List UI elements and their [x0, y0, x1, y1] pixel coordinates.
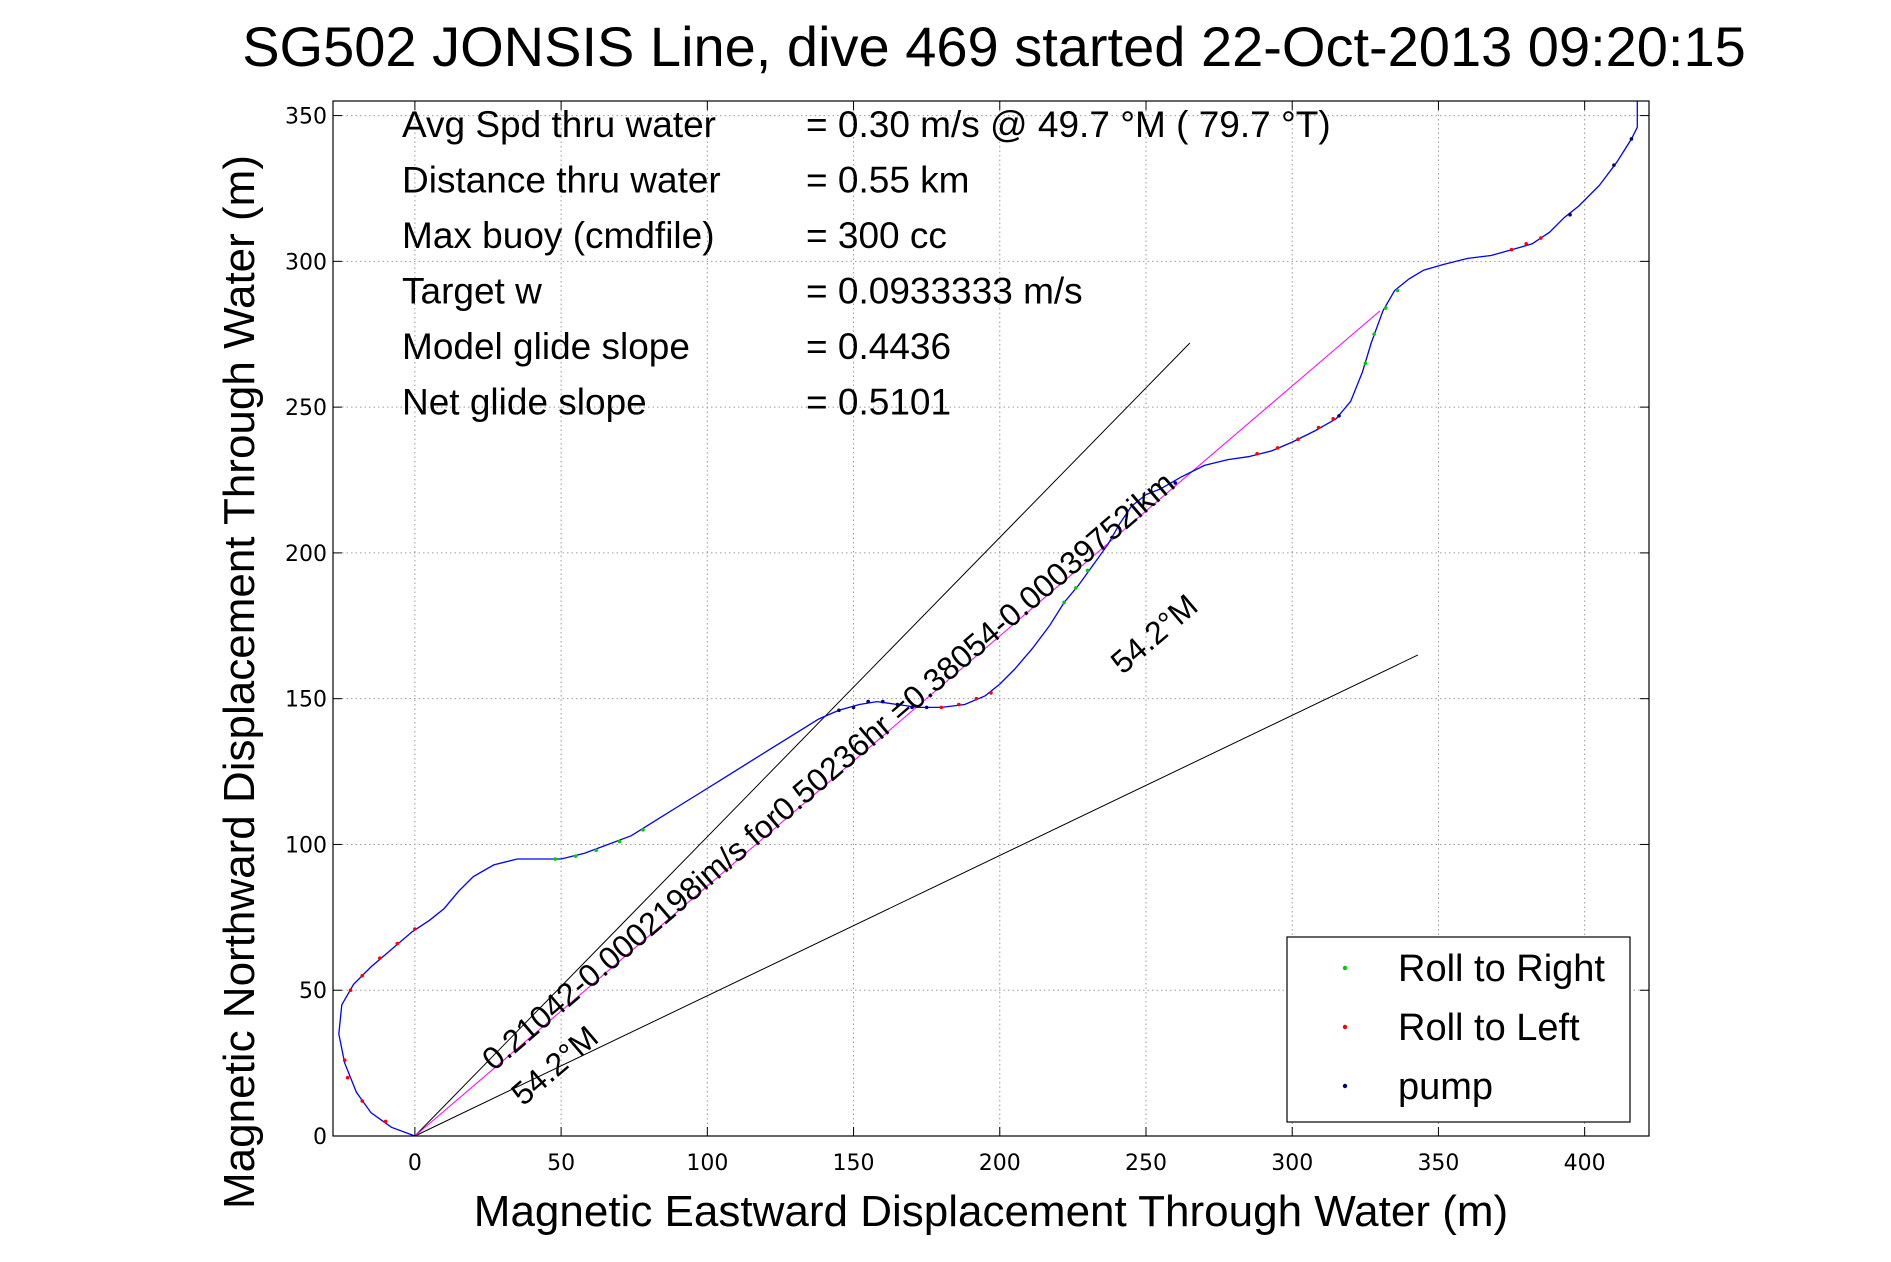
- info-value: = 0.30 m/s @ 49.7 °M ( 79.7 °T): [806, 104, 1331, 145]
- roll-left-point: [348, 988, 353, 993]
- roll-left-point: [957, 702, 961, 707]
- roll-right-point: [594, 848, 598, 853]
- roll-left-point: [383, 1119, 388, 1124]
- roll-left-point: [1524, 242, 1528, 246]
- legend: Roll to Right Roll to Left pump: [1286, 936, 1631, 1123]
- roll-right-point: [617, 839, 622, 844]
- roll-right-point: [1074, 586, 1078, 590]
- reference-line: [414, 342, 1191, 1137]
- roll-right-point: [1395, 288, 1400, 293]
- info-label: Distance thru water: [402, 160, 721, 201]
- info-label: Target w: [402, 271, 542, 312]
- roll-right-point: [553, 857, 558, 861]
- roll-left-point: [1275, 446, 1280, 450]
- pump-point: [1173, 481, 1178, 485]
- y-tick-label: 250: [285, 396, 327, 421]
- y-tick-label: 50: [299, 979, 327, 1004]
- roll-left-point: [1316, 425, 1321, 430]
- x-tick-label: 400: [1564, 1151, 1606, 1176]
- y-axis-label: Magnetic Northward Displacement Through …: [215, 155, 264, 1209]
- plot-frame: [332, 100, 1650, 1137]
- info-label: Model glide slope: [402, 326, 690, 367]
- pump-point: [837, 708, 841, 713]
- info-value: = 0.55 km: [806, 160, 970, 201]
- roll-left-point: [360, 973, 365, 978]
- roll-left-point: [1255, 451, 1259, 456]
- annotation-text: 0.21042-0.0002198im/s for0.50236hr =0.38…: [475, 465, 1181, 1078]
- roll-right-point: [1062, 600, 1066, 605]
- pump-point: [880, 699, 885, 704]
- roll-left-point: [342, 1058, 347, 1062]
- annotation-text: 54.2°M: [1104, 587, 1205, 681]
- legend-label: pump: [1398, 1066, 1493, 1108]
- info-block: Avg Spd thru water = 0.30 m/s @ 49.7 °M (…: [402, 104, 1331, 423]
- roll-right-point: [1384, 306, 1388, 310]
- x-tick-label: 150: [833, 1151, 875, 1176]
- markers: [342, 137, 1634, 1124]
- x-tick-label: 50: [547, 1151, 575, 1176]
- info-value: = 0.0933333 m/s: [806, 271, 1083, 312]
- pump-point: [1629, 137, 1634, 141]
- x-tick-label: 250: [1125, 1151, 1167, 1176]
- x-tick-label: 350: [1417, 1151, 1459, 1176]
- track-line: [338, 101, 1638, 1137]
- annotations: 0.21042-0.0002198im/s for0.50236hr =0.38…: [475, 465, 1204, 1113]
- info-value: = 300 cc: [806, 215, 947, 256]
- roll-left-point: [989, 691, 993, 695]
- chart-title: SG502 JONSIS Line, dive 469 started 22-O…: [242, 15, 1746, 78]
- y-tick-label: 300: [285, 250, 327, 275]
- y-tick-label: 350: [285, 105, 327, 130]
- roll-left-point: [939, 705, 944, 710]
- roll-left-point: [413, 927, 417, 931]
- x-axis-label: Magnetic Eastward Displacement Through W…: [474, 1187, 1508, 1236]
- info-label: Net glide slope: [402, 382, 647, 423]
- pump-point: [895, 702, 900, 707]
- x-tick-label: 0: [408, 1151, 422, 1176]
- reference-line: [414, 310, 1381, 1137]
- pump-point: [1568, 212, 1572, 217]
- reference-lines: [414, 310, 1419, 1137]
- x-tick-label: 200: [979, 1151, 1021, 1176]
- legend-marker: [1342, 1024, 1348, 1030]
- info-value: = 0.5101: [806, 382, 951, 423]
- roll-left-point: [1538, 236, 1543, 240]
- y-tick-label: 150: [285, 688, 327, 713]
- roll-left-point: [1296, 437, 1300, 441]
- legend-label: Roll to Right: [1398, 948, 1605, 990]
- roll-right-point: [1363, 361, 1368, 366]
- legend-marker: [1342, 1083, 1348, 1089]
- y-tick-label: 100: [285, 833, 327, 858]
- roll-right-point: [641, 828, 645, 832]
- legend-marker: [1342, 965, 1348, 971]
- roll-left-point: [345, 1075, 350, 1080]
- pump-point: [1337, 414, 1341, 418]
- pump-point: [851, 705, 856, 710]
- info-label: Max buoy (cmdfile): [402, 215, 715, 256]
- pump-point: [910, 705, 914, 710]
- roll-left-point: [377, 956, 382, 960]
- y-tick-label: 0: [313, 1125, 327, 1150]
- pump-point: [1612, 163, 1616, 167]
- pump-point: [924, 705, 929, 710]
- roll-left-point: [974, 696, 979, 701]
- roll-right-point: [1085, 568, 1090, 573]
- track: [338, 101, 1638, 1137]
- x-tick-label: 300: [1271, 1151, 1313, 1176]
- roll-left-point: [1331, 416, 1335, 421]
- info-label: Avg Spd thru water: [402, 104, 716, 145]
- reference-line: [414, 654, 1419, 1137]
- roll-left-point: [1509, 247, 1514, 252]
- roll-left-point: [395, 941, 400, 946]
- x-tick-label: 100: [686, 1151, 728, 1176]
- y-tick-label: 200: [285, 542, 327, 567]
- roll-right-point: [573, 854, 578, 858]
- pump-point: [866, 699, 870, 704]
- roll-right-point: [1372, 332, 1376, 337]
- ticks: 0 50 100 150 200 250 300 350 400 0 50 100 150 200 250 3…: [285, 101, 1649, 1176]
- info-value: = 0.4436: [806, 326, 951, 367]
- legend-label: Roll to Left: [1398, 1007, 1580, 1049]
- roll-left-point: [360, 1099, 365, 1103]
